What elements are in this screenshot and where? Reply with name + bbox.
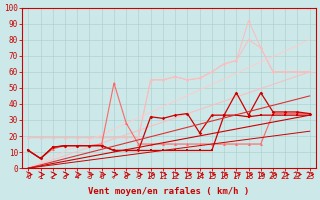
X-axis label: Vent moyen/en rafales ( km/h ): Vent moyen/en rafales ( km/h ) bbox=[88, 187, 250, 196]
